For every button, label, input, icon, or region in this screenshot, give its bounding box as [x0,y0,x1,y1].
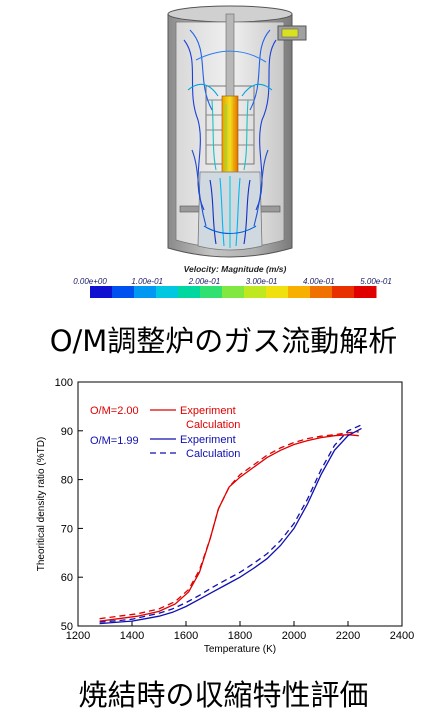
furnace-vessel [167,5,307,258]
chart-axes [77,381,403,627]
x-tick-label: 2400 [390,630,414,642]
y-axis-label: Theoritical density ratio (%TD) [36,437,47,571]
y-tick-label: 70 [61,523,73,535]
x-tick-label: 1600 [174,630,198,642]
colorbar-block [134,286,157,298]
x-tick-labels: 1200 1400 1600 1800 2000 2200 2400 [66,630,414,642]
y-tick-label: 50 [61,621,73,633]
x-tick-label: 2200 [336,630,360,642]
y-tick-label: 60 [61,572,73,584]
colorbar-title: Velocity: Magnitude (m/s) [184,264,287,274]
colorbar-block [288,286,311,298]
colorbar-block [332,286,355,298]
legend-entry-om199-experiment: Experiment [180,434,236,446]
velocity-streamlines [183,29,277,248]
series-line-2 [99,427,362,625]
x-tick-label: 1800 [228,630,252,642]
colorbar-tick-label: 4.00e-01 [303,277,335,286]
colorbar-block [200,286,223,298]
series-line-0 [99,434,359,622]
chart-series [99,424,362,625]
colorbar-block [310,286,333,298]
velocity-colorbar: Velocity: Magnitude (m/s) 0.00e+00 1.00e-… [73,264,392,298]
colorbar-block [90,286,113,298]
colorbar-tick-label: 1.00e-01 [131,277,163,286]
series-line-3 [99,424,362,623]
y-tick-label: 100 [55,377,73,389]
chart-legend: O/M=2.00 Experiment Calculation O/M=1.99… [90,405,240,460]
colorbar-block [222,286,245,298]
x-axis-label: Temperature (K) [204,644,276,655]
colorbar-block [266,286,289,298]
x-tick-label: 1400 [120,630,144,642]
colorbar-blocks [90,286,377,298]
legend-entry-om199-calculation: Calculation [186,448,240,460]
colorbar-tick-label: 5.00e-01 [360,277,392,286]
legend-group-label-om199: O/M=1.99 [90,435,139,447]
colorbar-tick-labels: 0.00e+00 1.00e-01 2.00e-01 3.00e-01 4.00e-01… [73,277,392,286]
series-line-1 [99,431,359,620]
cfd-caption: O/M調整炉のガス流動解析 [49,324,398,358]
x-tick-label: 2000 [282,630,306,642]
legend-entry-om200-experiment: Experiment [180,405,236,417]
x-tick-label: 1200 [66,630,90,642]
colorbar-block [178,286,201,298]
density-ratio-chart: 1200 1400 1600 1800 2000 2200 2400 50 60 70 80 90 1… [36,377,414,655]
colorbar-block [354,286,377,298]
colorbar-tick-label: 0.00e+00 [73,277,107,286]
colorbar-tick-label: 2.00e-01 [188,277,221,286]
y-tick-label: 90 [61,426,73,438]
legend-group-label-om200: O/M=2.00 [90,405,139,417]
colorbar-block [156,286,179,298]
colorbar-tick-label: 3.00e-01 [246,277,278,286]
cfd-furnace-figure: Velocity: Magnitude (m/s) 0.00e+00 1.00e-… [73,5,392,298]
chart-caption: 焼結時の収縮特性評価 [78,678,369,712]
y-tick-labels: 50 60 70 80 90 100 [55,377,73,633]
y-tick-label: 80 [61,475,73,487]
colorbar-block [244,286,267,298]
legend-entry-om200-calculation: Calculation [186,419,240,431]
colorbar-block [112,286,135,298]
